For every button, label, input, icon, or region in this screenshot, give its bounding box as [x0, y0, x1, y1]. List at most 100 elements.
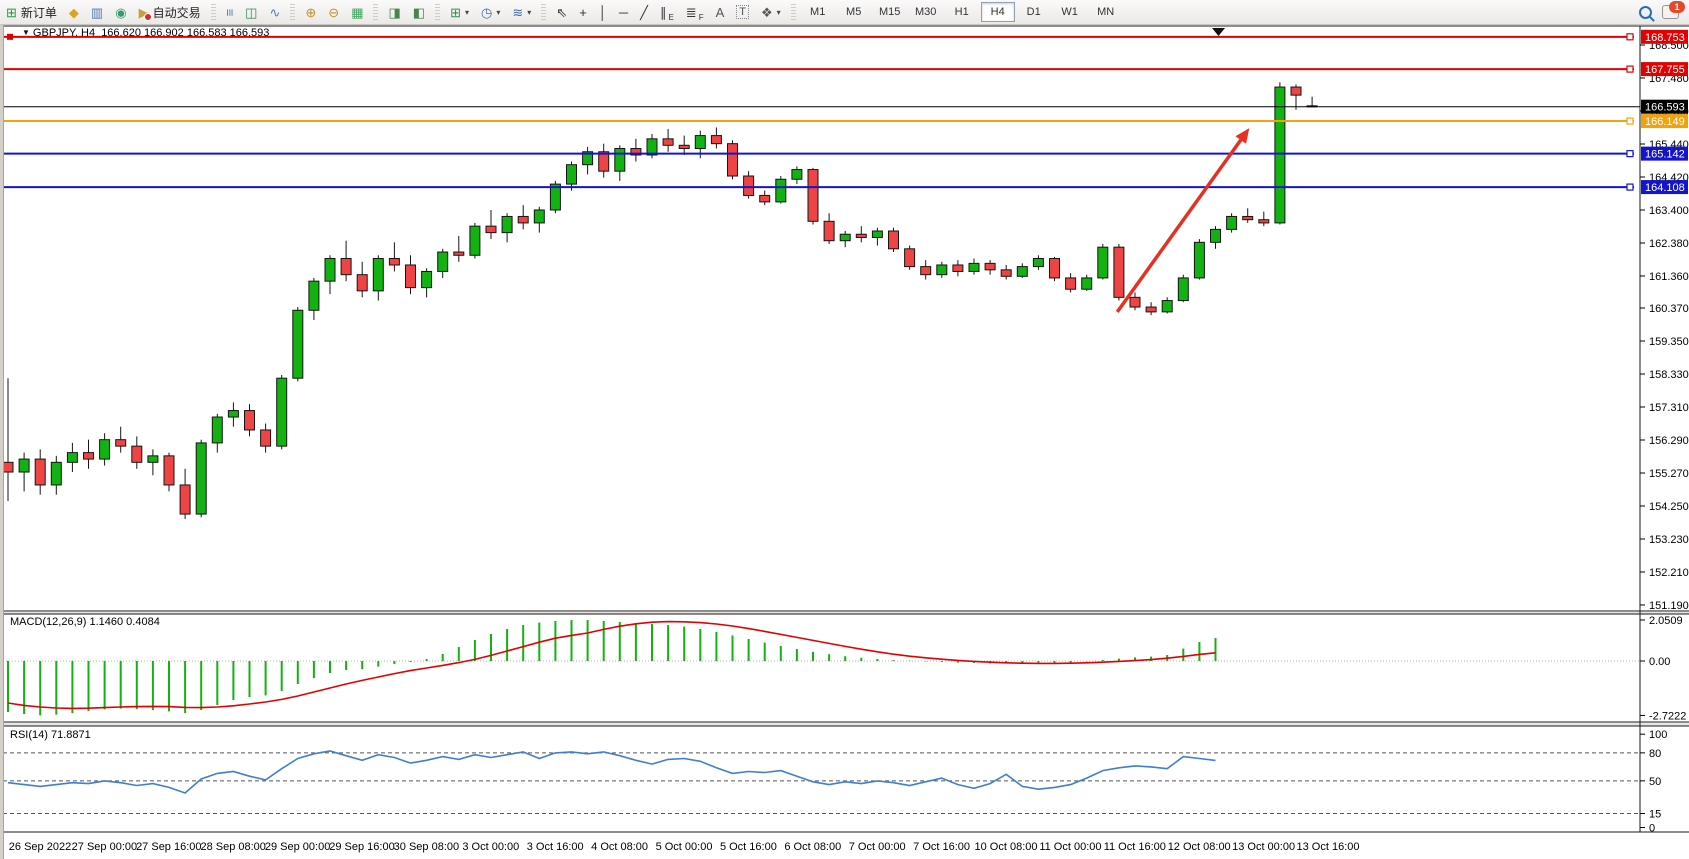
- date-label: 5 Oct 16:00: [720, 841, 777, 853]
- candle: [50, 461, 62, 486]
- candle: [1032, 258, 1044, 268]
- trend-arrow-object[interactable]: [1115, 133, 1247, 313]
- macd-tick-label: -2.7222: [1649, 710, 1686, 722]
- arrows-button[interactable]: ❖ ▾: [756, 1, 786, 23]
- candle: [66, 452, 78, 463]
- trendline-button[interactable]: ╱: [635, 1, 653, 23]
- auto-trading-button[interactable]: ▶ 自动交易: [134, 1, 206, 23]
- macd-indicator-label: MACD(12,26,9) 1.1460 0.4084: [10, 616, 160, 628]
- price-badge: [1641, 62, 1688, 77]
- text-label-icon: T: [736, 5, 749, 19]
- text-button[interactable]: A: [711, 1, 730, 23]
- timeframe-w1-button[interactable]: W1: [1061, 6, 1078, 18]
- timeframe-m15-button[interactable]: M15: [878, 6, 901, 18]
- line-anchor-handle[interactable]: [1626, 65, 1634, 73]
- bar-chart-button[interactable]: ≡: [221, 1, 239, 23]
- new-chart-button[interactable]: ⊞ ▾: [445, 1, 474, 23]
- toolbar-separator: [373, 4, 379, 20]
- price-badge-label: 168.753: [1645, 32, 1685, 44]
- price-tick-label: 160.370: [1649, 303, 1689, 315]
- vertical-line-button[interactable]: │: [594, 1, 612, 23]
- date-label: 26 Sep 2022: [9, 841, 71, 853]
- profiles-button[interactable]: ◷ ▾: [476, 1, 505, 23]
- fibonacci-icon: ≣: [685, 4, 697, 20]
- timeframe-m1-button[interactable]: M1: [810, 6, 826, 18]
- fibonacci-button[interactable]: ≣ F: [681, 1, 709, 23]
- new-order-icon: ⊞: [6, 4, 17, 20]
- chart-shift-button[interactable]: ◧: [408, 1, 430, 23]
- channel-button[interactable]: ∥ E: [655, 1, 679, 23]
- candle: [147, 455, 159, 463]
- candle: [630, 148, 642, 156]
- zoom-out-button[interactable]: ⊖: [323, 1, 344, 23]
- candle: [1065, 277, 1077, 290]
- new-order-button[interactable]: ⊞ 新订单: [1, 1, 62, 23]
- rsi-tick-label: 50: [1649, 776, 1661, 788]
- date-label: 3 Oct 00:00: [462, 841, 519, 853]
- date-label: 12 Oct 08:00: [1168, 841, 1231, 853]
- purse-button[interactable]: ◆: [64, 1, 84, 23]
- timeframe-h4-button[interactable]: H4: [980, 2, 1015, 22]
- candle: [1129, 296, 1141, 308]
- zoom-in-icon: ⊕: [305, 4, 317, 20]
- timeframe-mn-button[interactable]: MN: [1097, 6, 1115, 18]
- timeframe-d1-button[interactable]: D1: [1026, 6, 1041, 18]
- timeframe-m5-button[interactable]: M5: [846, 6, 862, 18]
- date-label: 5 Oct 00:00: [656, 841, 713, 853]
- line-anchor-handle[interactable]: [7, 33, 13, 40]
- market-button[interactable]: ◉: [110, 1, 131, 23]
- candle: [614, 148, 626, 172]
- cursor-button[interactable]: ⇖: [551, 1, 572, 23]
- candlestick-button[interactable]: ◫: [240, 1, 262, 23]
- crosshair-button[interactable]: +: [574, 1, 592, 23]
- candle: [1097, 246, 1109, 279]
- macd-tick-label: 2.0509: [1649, 615, 1683, 627]
- line-anchor-handle[interactable]: [1626, 117, 1634, 125]
- date-label: 30 Sep 08:00: [394, 841, 459, 853]
- price-badge: [1641, 29, 1688, 44]
- date-label: 13 Oct 16:00: [1297, 841, 1360, 853]
- date-label: 6 Oct 08:00: [784, 841, 841, 853]
- candle: [517, 215, 529, 224]
- candle: [1161, 300, 1173, 313]
- text-label-button[interactable]: T: [731, 1, 754, 23]
- indicators-button[interactable]: ≋ ▾: [507, 1, 536, 23]
- tile-windows-button[interactable]: ▦: [346, 1, 368, 23]
- search-icon[interactable]: [1639, 5, 1652, 19]
- date-label: 7 Oct 16:00: [913, 841, 970, 853]
- candle: [533, 209, 545, 224]
- vertical-line-icon: │: [598, 4, 607, 20]
- price-tick-label: 159.350: [1649, 336, 1689, 348]
- price-tick-label: 163.400: [1649, 205, 1689, 217]
- price-tick-label: 154.250: [1649, 501, 1689, 513]
- candle: [1113, 246, 1125, 298]
- chat-icon[interactable]: 1: [1662, 1, 1685, 19]
- news-button[interactable]: ▥: [86, 1, 108, 23]
- candle: [566, 164, 577, 185]
- date-label: 11 Oct 16:00: [1104, 841, 1166, 853]
- candle: [211, 416, 223, 444]
- date-label: 29 Sep 00:00: [265, 841, 330, 853]
- timeframe-h1-button[interactable]: H1: [954, 6, 969, 18]
- timeframe-m30-button[interactable]: M30: [914, 6, 937, 18]
- bar-chart-icon: ≡: [221, 8, 237, 16]
- horizontal-line-button[interactable]: ─: [614, 1, 633, 23]
- line-anchor-handle[interactable]: [1626, 150, 1634, 158]
- line-chart-button[interactable]: ∿: [264, 1, 285, 23]
- pane-separator: [0, 723, 1689, 726]
- rsi-line: [7, 750, 1216, 794]
- zoom-in-button[interactable]: ⊕: [300, 1, 321, 23]
- date-label: 27 Sep 00:00: [72, 841, 137, 853]
- candle: [1274, 86, 1286, 224]
- candle: [260, 429, 272, 447]
- rsi-tick-label: 80: [1649, 748, 1661, 760]
- auto-scroll-button[interactable]: ◨: [383, 1, 405, 23]
- candle: [356, 274, 368, 292]
- line-anchor-handle[interactable]: [1626, 183, 1634, 191]
- candle: [1016, 266, 1028, 277]
- line-anchor-handle[interactable]: [1626, 33, 1634, 41]
- candle: [1226, 215, 1238, 230]
- date-label: 28 Sep 08:00: [200, 841, 265, 853]
- chart-shift-marker-icon[interactable]: [1212, 28, 1225, 36]
- candle: [292, 309, 304, 379]
